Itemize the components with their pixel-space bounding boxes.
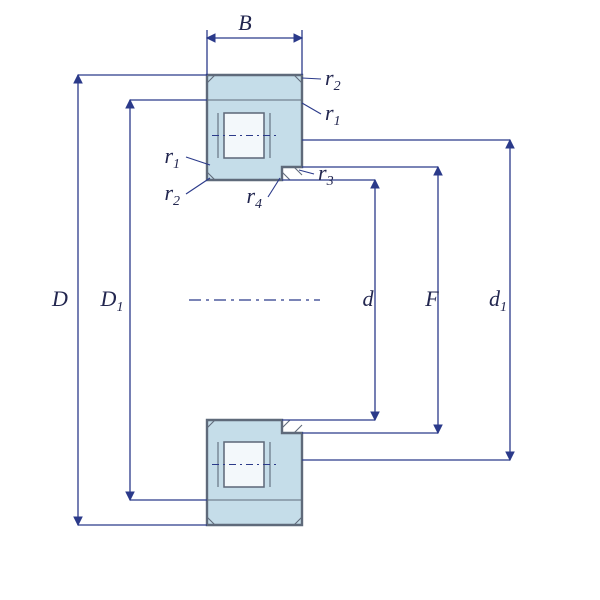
dim-F-label: F (424, 286, 439, 311)
dim-d-label: d (363, 286, 375, 311)
dim-r2-left-label: r2 (164, 180, 180, 209)
dim-D1-label: D1 (100, 286, 124, 315)
dim-r4-label: r4 (246, 183, 262, 212)
dim-r1-top-label: r1 (325, 100, 341, 129)
dim-r3-label: r3 (318, 160, 334, 189)
dim-d1-label: d1 (489, 286, 507, 315)
dim-r2-top-label: r2 (325, 65, 341, 94)
dim-D-label: D (51, 286, 68, 311)
dim-B-label: B (238, 10, 251, 35)
dim-r1-left-label: r1 (164, 143, 180, 172)
bearing-cross-section-diagram: B D D1 d Fd1 r2 r1 r1 r2 r3 r4 (0, 0, 600, 600)
